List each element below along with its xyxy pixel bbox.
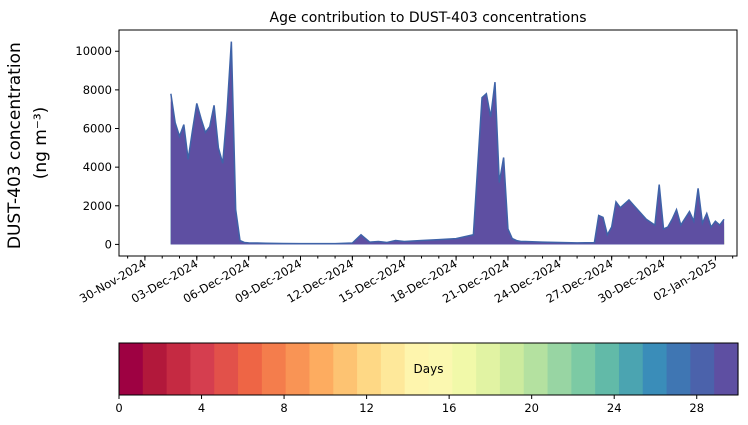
colorbar-swatch <box>452 343 477 395</box>
colorbar-tick-label: 8 <box>280 401 287 415</box>
colorbar: 0 4 8 12 16 20 24 28 <box>115 342 739 415</box>
y-axis: 0 2000 4000 6000 8000 10000 <box>75 44 119 251</box>
colorbar-tick-label: 12 <box>359 401 374 415</box>
colorbar-swatch <box>547 343 572 395</box>
colorbar-swatch <box>404 343 430 395</box>
y-tick-label: 10000 <box>75 44 112 58</box>
chart-title: Age contribution to DUST-403 concentrati… <box>270 10 587 26</box>
colorbar-tick-label: 28 <box>689 401 704 415</box>
colorbar-swatch <box>142 343 168 395</box>
plot-frame <box>118 29 738 257</box>
colorbar-tick-label: 20 <box>524 401 539 415</box>
colorbar-swatch <box>428 343 453 395</box>
x-axis: 30-Nov-202403-Dec-202406-Dec-202409-Dec-… <box>77 256 734 306</box>
colorbar-swatch <box>261 343 287 395</box>
colorbar-swatch <box>595 343 620 395</box>
colorbar-tick-label: 4 <box>198 401 205 415</box>
plot-area <box>170 41 725 245</box>
colorbar-tick-label: 0 <box>115 401 122 415</box>
y-axis-label: DUST-403 concentration (ng m⁻³) <box>5 37 51 249</box>
colorbar-label: Days <box>414 362 444 376</box>
y-tick-label: 6000 <box>83 122 112 136</box>
colorbar-swatch <box>238 343 263 395</box>
colorbar-tick-label: 24 <box>607 401 622 415</box>
colorbar-swatch <box>642 343 668 395</box>
colorbar-swatch <box>499 343 525 395</box>
y-tick-label: 2000 <box>83 199 112 213</box>
colorbar-tick-label: 16 <box>442 401 457 415</box>
y-axis-label-line2: (ng m⁻³) <box>31 107 51 180</box>
colorbar-swatch <box>309 343 334 395</box>
colorbar-swatch <box>571 343 596 395</box>
colorbar-swatch <box>690 343 715 395</box>
colorbar-swatch <box>190 343 215 395</box>
colorbar-swatch <box>476 343 501 395</box>
colorbar-swatch <box>357 343 382 395</box>
age-band-area <box>170 41 725 245</box>
colorbar-swatch <box>119 343 144 395</box>
colorbar-swatch <box>166 343 192 395</box>
colorbar-swatch <box>618 343 644 395</box>
y-tick-label: 8000 <box>83 83 112 97</box>
total-concentration-line <box>170 41 725 245</box>
colorbar-swatch <box>333 343 358 395</box>
colorbar-frame <box>118 342 739 396</box>
colorbar-swatch <box>285 343 311 395</box>
colorbar-swatch <box>714 343 739 395</box>
colorbar-swatch <box>666 343 691 395</box>
y-tick-label: 0 <box>105 237 112 251</box>
colorbar-swatch <box>380 343 406 395</box>
y-tick-label: 4000 <box>83 160 112 174</box>
y-axis-label-line1: DUST-403 concentration <box>5 42 25 249</box>
colorbar-swatch <box>523 343 549 395</box>
colorbar-swatch <box>214 343 239 395</box>
